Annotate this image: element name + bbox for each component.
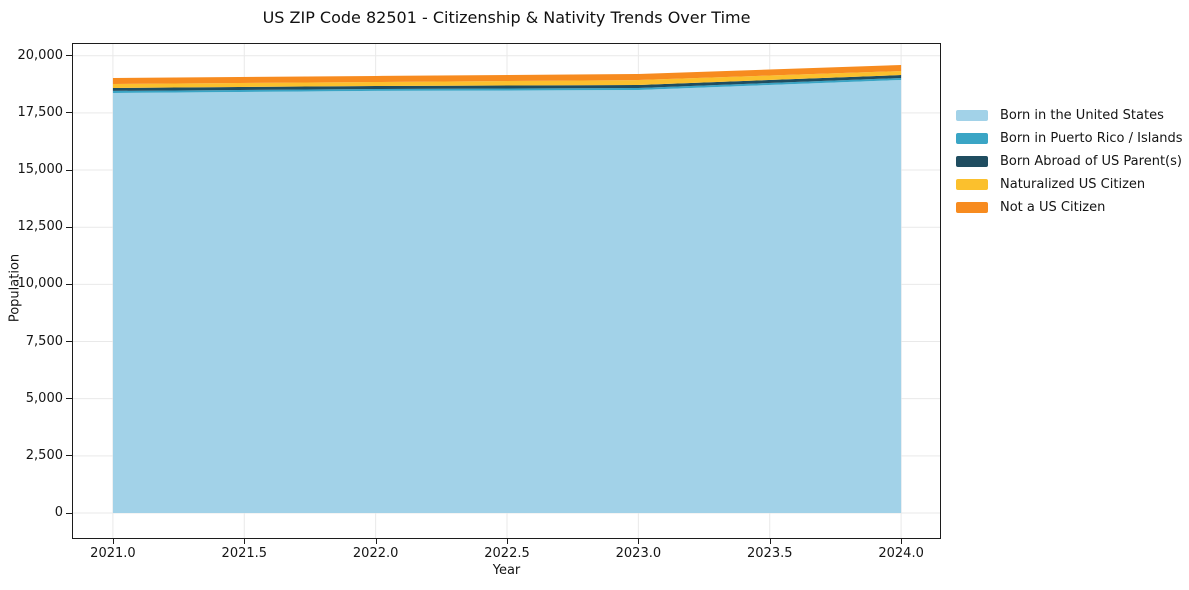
y-axis-label: Population	[7, 253, 23, 323]
area-series-1	[112, 78, 902, 93]
y-axis-tick-label: 2,500	[25, 447, 63, 463]
y-tick-mark	[66, 455, 72, 457]
area-series-3	[112, 71, 902, 88]
legend-label: Born in the United States	[1000, 108, 1164, 123]
x-tick-mark	[638, 538, 640, 544]
x-axis-tick-label: 2022.5	[484, 546, 530, 561]
legend: Born in the United States Born in Puerto …	[956, 104, 1183, 219]
y-axis-tick-label: 10,000	[17, 276, 64, 292]
y-tick-mark	[66, 226, 72, 228]
area-series-0	[112, 79, 902, 514]
x-tick-mark	[112, 538, 114, 544]
legend-item-4: Not a US Citizen	[956, 196, 1183, 219]
legend-swatch-icon	[956, 110, 988, 121]
x-tick-mark	[507, 538, 509, 544]
x-tick-mark	[901, 538, 903, 544]
area-series-2	[112, 75, 902, 91]
x-tick-mark	[244, 538, 246, 544]
y-axis-tick-label: 15,000	[17, 162, 64, 178]
legend-label: Born Abroad of US Parent(s)	[1000, 154, 1182, 169]
y-axis-tick-label: 20,000	[17, 47, 64, 63]
y-tick-mark	[66, 512, 72, 514]
y-tick-mark	[66, 55, 72, 57]
x-axis-tick-label: 2021.0	[90, 546, 136, 561]
plot-area	[72, 43, 941, 539]
legend-item-0: Born in the United States	[956, 104, 1183, 127]
area-series-4	[112, 64, 902, 84]
x-axis-tick-label: 2022.0	[352, 546, 399, 561]
y-axis-tick-label: 12,500	[17, 219, 64, 235]
legend-label: Not a US Citizen	[1000, 200, 1106, 215]
legend-swatch-icon	[956, 179, 988, 190]
stacked-area-plot	[73, 44, 940, 538]
legend-swatch-icon	[956, 202, 988, 213]
y-tick-mark	[66, 112, 72, 114]
legend-item-1: Born in Puerto Rico / Islands	[956, 127, 1183, 150]
y-tick-mark	[66, 283, 72, 285]
x-axis-tick-label: 2021.5	[221, 546, 268, 561]
legend-item-2: Born Abroad of US Parent(s)	[956, 150, 1183, 173]
x-axis-tick-label: 2023.5	[747, 546, 793, 561]
chart-title: US ZIP Code 82501 - Citizenship & Nativi…	[262, 8, 751, 27]
x-tick-mark	[375, 538, 377, 544]
legend-swatch-icon	[956, 133, 988, 144]
y-axis-tick-label: 5,000	[25, 390, 63, 406]
y-tick-mark	[66, 169, 72, 171]
x-axis-tick-label: 2024.0	[878, 546, 924, 561]
y-tick-mark	[66, 341, 72, 343]
y-axis-tick-label: 17,500	[17, 104, 64, 120]
y-axis-tick-label: 7,500	[25, 333, 63, 349]
x-axis-tick-label: 2023.0	[615, 546, 662, 561]
x-tick-mark	[769, 538, 771, 544]
legend-item-3: Naturalized US Citizen	[956, 173, 1183, 196]
y-tick-mark	[66, 398, 72, 400]
legend-swatch-icon	[956, 156, 988, 167]
legend-label: Naturalized US Citizen	[1000, 177, 1146, 192]
legend-label: Born in Puerto Rico / Islands	[1000, 131, 1183, 146]
y-axis-tick-label: 0	[54, 505, 63, 520]
x-axis-label: Year	[492, 563, 521, 578]
